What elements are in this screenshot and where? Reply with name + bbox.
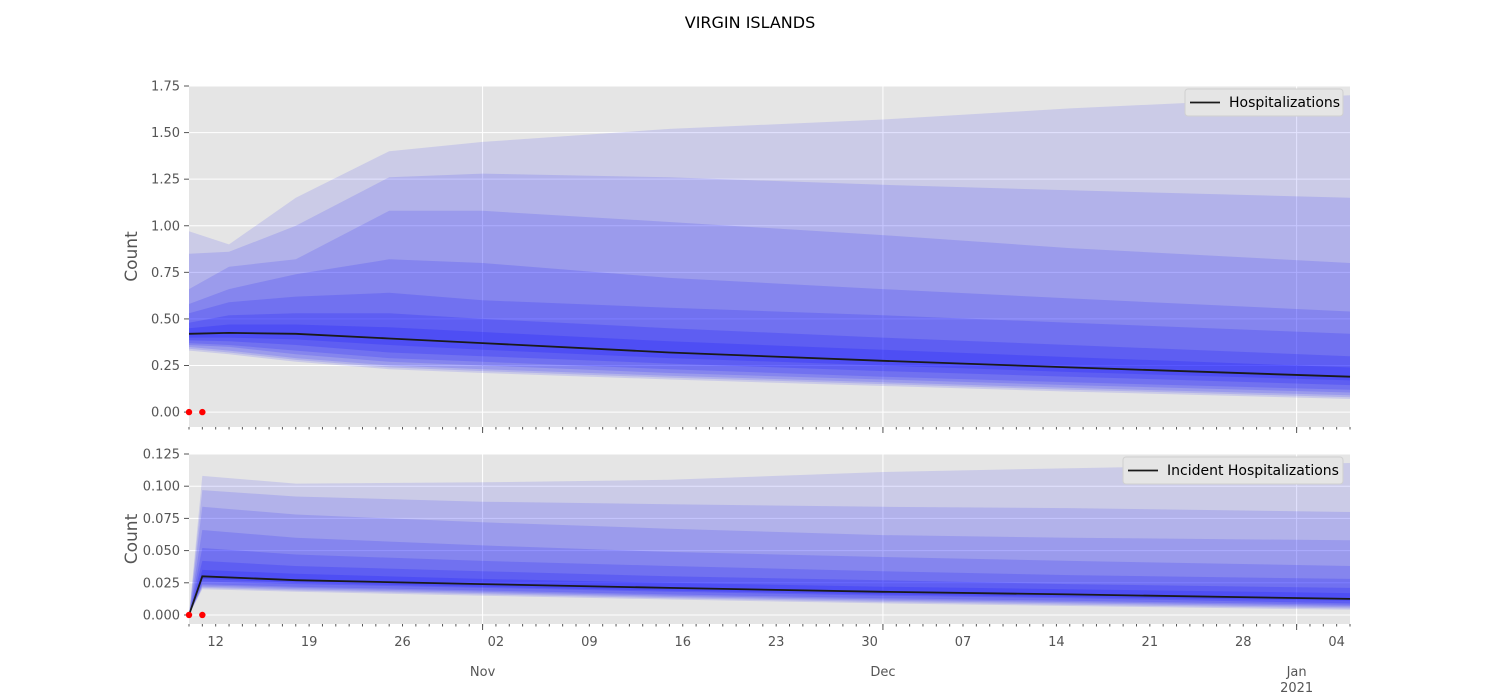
y-tick-label: 0.25 (151, 359, 180, 374)
x-day-label: 14 (1048, 635, 1065, 650)
x-day-label: 19 (301, 635, 318, 650)
observed-point (199, 611, 206, 619)
legend-label: Incident Hospitalizations (1167, 463, 1339, 479)
x-day-label: 16 (674, 635, 691, 650)
figure-title: VIRGIN ISLANDS (685, 13, 816, 32)
x-day-label: 09 (581, 635, 598, 650)
y-tick-label: 0.00 (151, 406, 180, 421)
panel-2: 0.000 0.025 0.050 0.075 0.100 0.125 Count Incid… (122, 448, 1351, 696)
quantile-band (189, 560, 1350, 615)
y-tick-label: 0.50 (151, 312, 180, 327)
y-tick-label: 0.125 (143, 448, 180, 463)
panel-1: 0.00 0.25 0.50 0.75 1.00 1.25 1.50 1.75 Count Hos… (122, 80, 1351, 433)
y-tick-label: 1.00 (151, 219, 180, 234)
x-month-label: Dec (870, 665, 895, 680)
x-day-label: 23 (768, 635, 785, 650)
x-day-label: 26 (394, 635, 411, 650)
y-tick-label: 0.075 (143, 512, 180, 527)
x-year-label: 2021 (1280, 681, 1313, 696)
x-day-label: 07 (955, 635, 972, 650)
y-axis-label: Count (122, 513, 142, 564)
quantile-band (189, 210, 1350, 396)
y-axis-label: Count (122, 231, 142, 282)
quantile-band (189, 506, 1350, 615)
x-month-label: Nov (470, 665, 496, 680)
y-tick-label: 1.50 (151, 126, 180, 141)
legend-box (1122, 456, 1344, 485)
x-day-label: 02 (488, 635, 505, 650)
y-tick-label: 0.025 (143, 576, 180, 591)
x-day-label: 30 (861, 635, 878, 650)
quantile-band (189, 259, 1350, 393)
y-tick-label: 0.000 (143, 608, 180, 623)
x-day-label: 12 (207, 635, 224, 650)
quantile-band (189, 463, 1350, 615)
quantile-band (189, 548, 1350, 615)
median-line (188, 575, 1351, 616)
quantile-band (189, 173, 1350, 398)
y-tick-label: 0.050 (143, 544, 180, 559)
quantile-band (189, 292, 1350, 390)
y-tick-label: 0.100 (143, 480, 180, 495)
legend-box (1184, 88, 1344, 117)
y-tick-label: 1.75 (151, 80, 180, 95)
legend-label: Hospitalizations (1229, 95, 1340, 111)
observed-point (185, 408, 193, 416)
median-line (188, 331, 1351, 378)
x-day-label: 28 (1235, 635, 1252, 650)
quantile-band (189, 569, 1350, 615)
x-month-label: Jan (1286, 665, 1307, 680)
quantile-band (189, 95, 1350, 400)
y-tick-label: 0.75 (151, 266, 180, 281)
x-day-label: 21 (1142, 635, 1159, 650)
observed-point (185, 611, 193, 619)
x-day-label: 04 (1328, 635, 1345, 650)
observed-point (199, 408, 206, 416)
y-tick-label: 1.25 (151, 173, 180, 188)
